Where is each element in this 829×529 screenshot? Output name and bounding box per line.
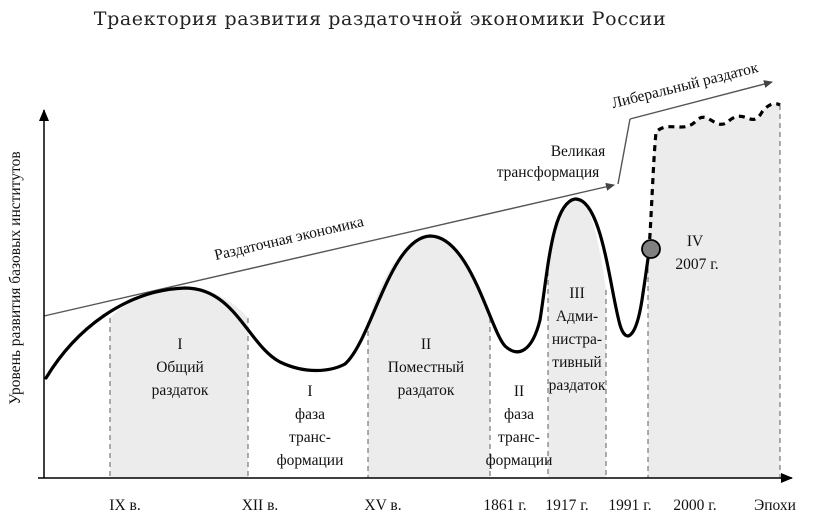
phase-boundaries	[109, 105, 781, 478]
tick-2000: 2000 г.	[673, 497, 716, 514]
year-2007-marker	[641, 239, 661, 259]
shade-phase-4	[648, 103, 780, 479]
tick-ix: IX в.	[109, 497, 140, 514]
transition-1-label: I фаза транс- формации	[277, 383, 344, 469]
transition-2-line-2: транс-	[498, 429, 540, 446]
phase-3-line-3: тивный	[552, 354, 601, 371]
distributive-trend-line	[43, 182, 615, 317]
great-transformation-step	[617, 118, 631, 185]
tick-xii: XII в.	[242, 497, 279, 514]
phase-1-numeral: I	[177, 336, 182, 353]
great-transformation-label-1: Великая	[551, 143, 606, 160]
tick-1917: 1917 г.	[545, 497, 588, 514]
phase-4-label: IV 2007 г.	[675, 233, 718, 273]
transition-2-line-1: фаза	[504, 406, 534, 423]
trajectory-dashed	[647, 102, 781, 251]
tick-1991: 1991 г.	[608, 497, 651, 514]
phase-2-line-1: Поместный	[388, 359, 464, 376]
transition-1-line-3: формации	[277, 452, 344, 469]
transition-2-label: II фаза транс- формации	[486, 383, 553, 469]
tick-xv: XV в.	[364, 497, 401, 514]
transition-2-line-3: формации	[486, 452, 553, 469]
y-axis-label: Уровень развития базовых институтов	[7, 151, 24, 404]
trajectory-curve	[44, 197, 651, 380]
transition-1-line-2: транс-	[289, 429, 331, 446]
phase-3-numeral: III	[569, 285, 585, 302]
distributive-economy-label: Раздаточная экономика	[213, 213, 366, 264]
phase-1-line-2: раздаток	[152, 382, 209, 399]
phase-4-line-1: 2007 г.	[675, 256, 718, 273]
phase-3-line-4: раздаток	[549, 377, 606, 394]
phase-3-line-1: Адми-	[556, 308, 598, 325]
phase-2-label: II Поместный раздаток	[388, 336, 464, 399]
phase-1-label: I Общий раздаток	[152, 336, 209, 399]
transition-1-numeral: I	[307, 383, 312, 400]
phase-2-line-2: раздаток	[398, 382, 455, 399]
tick-1861: 1861 г.	[483, 497, 526, 514]
phase-3-line-2: нистра-	[552, 331, 602, 348]
phase-3-label: III Адми- нистра- тивный раздаток	[549, 285, 606, 394]
transition-2-numeral: II	[514, 383, 524, 400]
shade-phase-2	[368, 236, 490, 478]
figure-title: Траектория развития раздаточной экономик…	[93, 8, 667, 30]
liberal-trend-line	[629, 80, 773, 120]
transition-1-line-1: фаза	[295, 406, 325, 423]
phase-1-line-1: Общий	[156, 359, 204, 376]
shade-phase-1	[110, 288, 248, 478]
great-transformation-label-2: трансформация	[497, 164, 600, 181]
phase-2-numeral: II	[421, 336, 431, 353]
x-tick-labels: IX в. XII в. XV в. 1861 г. 1917 г. 1991 …	[109, 497, 716, 514]
shade-phase-3	[548, 198, 606, 478]
phase-4-numeral: IV	[687, 233, 704, 250]
x-axis-label: Эпохи	[754, 497, 796, 514]
